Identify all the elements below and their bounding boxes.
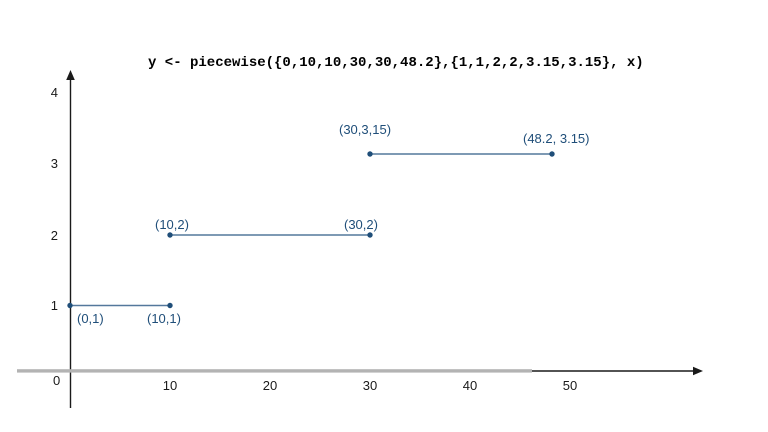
data-point-48.2-3.15	[549, 151, 555, 157]
point-label-0-1: (0,1)	[77, 311, 104, 326]
point-label-10-2: (10,2)	[155, 217, 189, 232]
x-tick-10: 10	[162, 378, 178, 393]
chart-title: y <- piecewise({0,10,10,30,30,48.2},{1,1…	[148, 55, 644, 71]
point-label-30-2: (30,2)	[344, 217, 378, 232]
x-tick-30: 30	[362, 378, 378, 393]
data-point-0-1	[67, 302, 73, 309]
x-tick-40: 40	[462, 378, 478, 393]
x-axis-gray-overlay	[17, 369, 532, 373]
y-tick-3: 3	[50, 156, 58, 171]
data-point-30-2	[367, 232, 373, 238]
point-label-10-1: (10,1)	[147, 311, 181, 326]
y-tick-2: 2	[50, 228, 58, 243]
point-label-48.2-3.15: (48.2, 3.15)	[523, 131, 590, 146]
x-axis-arrow-icon	[693, 366, 703, 376]
point-label-30-3.15: (30,3,15)	[339, 122, 392, 137]
data-point-10-2	[167, 232, 173, 238]
x-tick-20: 20	[262, 378, 278, 393]
y-tick-4: 4	[50, 85, 58, 100]
x-tick-0: 0	[53, 373, 61, 388]
data-point-30-3.15	[367, 151, 373, 157]
data-point-10-1	[167, 302, 173, 309]
y-axis-arrow-icon	[66, 70, 75, 80]
y-tick-1: 1	[50, 298, 58, 313]
x-tick-50: 50	[562, 378, 578, 393]
